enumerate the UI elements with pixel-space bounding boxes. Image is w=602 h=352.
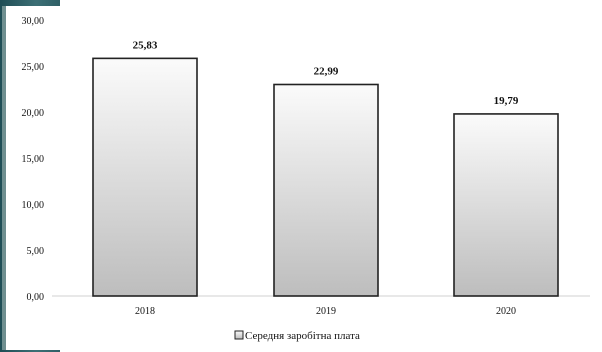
bars bbox=[92, 57, 559, 297]
y-tick-label: 5,00 bbox=[27, 246, 45, 257]
y-tick-label: 10,00 bbox=[22, 200, 45, 211]
data-label-2018: 25,83 bbox=[133, 39, 158, 51]
data-label-2019: 22,99 bbox=[314, 65, 339, 77]
y-tick-label: 30,00 bbox=[22, 16, 45, 27]
y-tick-label: 0,00 bbox=[27, 292, 45, 303]
y-tick-label: 15,00 bbox=[22, 154, 45, 165]
x-tick-label-2020: 2020 bbox=[496, 306, 516, 317]
y-axis-tick-labels: 0,00 5,00 10,00 15,00 20,00 25,00 30,00 bbox=[22, 16, 45, 303]
bar-2020 bbox=[453, 113, 559, 297]
x-tick-label-2018: 2018 bbox=[135, 306, 155, 317]
legend: Середня заробітна плата bbox=[234, 330, 360, 342]
bar-2018 bbox=[92, 57, 198, 297]
x-tick-label-2019: 2019 bbox=[316, 306, 336, 317]
x-axis: 2018 2019 2020 bbox=[52, 295, 590, 317]
y-tick-label: 25,00 bbox=[22, 62, 45, 73]
y-tick-label: 20,00 bbox=[22, 108, 45, 119]
data-labels: 25,83 22,99 19,79 bbox=[133, 39, 519, 107]
data-label-2020: 19,79 bbox=[494, 95, 519, 107]
bar-2019 bbox=[273, 83, 379, 297]
legend-label: Середня заробітна плата bbox=[245, 330, 360, 342]
legend-swatch bbox=[234, 330, 244, 340]
